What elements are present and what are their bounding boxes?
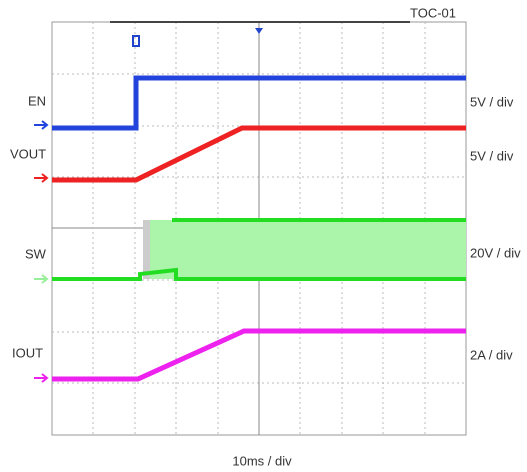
channel-label: SW: [25, 246, 47, 261]
en-trace: [52, 75, 466, 131]
iout-arrow: [34, 373, 49, 383]
channel-scale: 5V / div: [470, 148, 514, 163]
channel-label: IOUT: [12, 345, 43, 360]
channel-label: VOUT: [10, 146, 46, 161]
channel-scale: 2A / div: [470, 347, 513, 362]
trigger-position: [132, 35, 140, 47]
channel-label: EN: [28, 93, 46, 108]
en-arrow: [34, 120, 49, 130]
sw-arrow: [34, 274, 49, 284]
channel-scale: 5V / div: [470, 94, 514, 109]
sw-fill: [150, 220, 466, 279]
vout-trace: [52, 125, 466, 183]
trigger-marker: [255, 28, 263, 34]
iout-trace: [52, 328, 466, 382]
channel-scale: 20V / div: [470, 245, 521, 260]
vout-arrow: [34, 173, 49, 183]
timebase: 10ms / div: [232, 453, 292, 468]
sw-gray: [143, 220, 150, 279]
toc-tag: TOC-01: [410, 5, 456, 20]
sw-trace: [52, 267, 466, 281]
